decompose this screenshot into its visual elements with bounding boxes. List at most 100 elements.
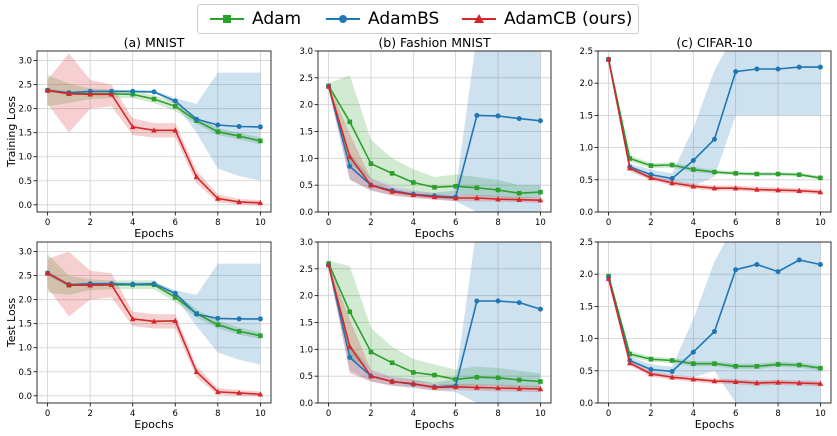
- ytick-label-4: 2.0: [18, 296, 32, 306]
- point-adamcb-ours-5: [151, 127, 157, 133]
- point-adambs-9: [236, 316, 242, 322]
- point-adam-4: [130, 91, 136, 97]
- x-axis-label: Epochs: [134, 227, 174, 240]
- ytick-label-0: 0.0: [579, 399, 593, 409]
- point-adam-9: [516, 377, 522, 383]
- point-adamcb-ours-6: [732, 378, 739, 384]
- legend-label-adam: Adam: [252, 9, 302, 29]
- point-adamcb-ours-4: [129, 123, 136, 130]
- point-adambs-10: [537, 306, 543, 312]
- point-adamcb-ours-6: [452, 195, 459, 201]
- point-adam-5: [712, 361, 717, 367]
- point-adam-5: [432, 185, 437, 190]
- point-adamcb-ours-5: [431, 384, 438, 390]
- point-adambs-4: [130, 88, 136, 94]
- point-adam-8: [495, 375, 501, 381]
- point-adam-9: [236, 133, 242, 139]
- ytick-label-4: 2.0: [299, 292, 313, 302]
- point-adam-1: [627, 351, 633, 357]
- xtick-label-2: 2: [368, 409, 373, 419]
- point-adambs-6: [733, 69, 739, 75]
- point-adambs-10: [257, 124, 263, 130]
- point-adambs-8: [775, 66, 781, 72]
- point-adambs-9: [516, 116, 522, 122]
- y-axis-label: Test Loss: [5, 298, 18, 349]
- legend: Adam AdamBS AdamCB (ours): [197, 4, 639, 34]
- xtick-label-8: 8: [775, 218, 780, 228]
- legend-item-adamcb: AdamCB (ours): [462, 5, 632, 33]
- point-adamcb-ours-3: [669, 180, 675, 186]
- point-adam-3: [389, 171, 395, 176]
- ytick-label-5: 2.5: [18, 81, 32, 91]
- panel-title: (a) MNIST: [124, 35, 185, 50]
- point-adamcb-ours-0: [325, 83, 332, 89]
- ytick-label-2: 1.0: [579, 144, 593, 154]
- point-adamcb-ours-7: [754, 186, 760, 192]
- ytick-label-3: 1.5: [299, 128, 313, 138]
- point-adambs-7: [474, 112, 480, 118]
- point-adamcb-ours-10: [537, 386, 544, 392]
- point-adambs-9: [236, 123, 242, 129]
- point-adamcb-ours-7: [754, 380, 760, 386]
- point-adambs-4: [130, 281, 136, 287]
- panel-4: 0 2 4 6 8 10 0.0 0.5 1.0 1.5 2.0 2.5 3.0 Epochs Test L…: [5, 241, 272, 431]
- point-adamcb-ours-7: [474, 384, 480, 390]
- point-adambs-2: [648, 172, 654, 178]
- xtick-label-4: 4: [691, 409, 696, 419]
- point-adambs-6: [733, 267, 739, 273]
- band-adamcb-ours: [47, 251, 261, 397]
- ytick-label-3: 1.5: [579, 302, 593, 312]
- point-adam-1: [627, 156, 633, 161]
- point-adamcb-ours-10: [817, 380, 824, 386]
- xtick-label-0: 0: [326, 409, 331, 419]
- xtick-label-10: 10: [535, 409, 546, 419]
- point-adamcb-ours-9: [796, 380, 803, 386]
- point-adamcb-ours-5: [431, 193, 438, 200]
- point-adambs-1: [347, 354, 353, 360]
- point-adamcb-ours-8: [775, 187, 781, 193]
- point-adamcb-ours-0: [605, 275, 612, 281]
- axes-frame: [36, 241, 272, 404]
- point-adam-7: [474, 185, 480, 191]
- point-adambs-6: [172, 290, 178, 296]
- point-adam-1: [347, 309, 353, 315]
- point-adambs-7: [754, 262, 760, 268]
- ytick-label-0: 0.0: [299, 399, 313, 409]
- xtick-label-2: 2: [368, 218, 373, 228]
- point-adam-8: [495, 187, 501, 193]
- point-adamcb-ours-4: [129, 315, 136, 322]
- point-adamcb-ours-9: [236, 198, 242, 205]
- panel-6: 0 2 4 6 8 10 0.0 0.5 1.0 1.5 2.0 2.5 Epochs: [579, 238, 832, 431]
- point-adambs-4: [690, 349, 696, 355]
- point-adam-6: [453, 377, 458, 382]
- xtick-label-2: 2: [648, 409, 653, 419]
- point-adamcb-ours-4: [690, 183, 697, 189]
- xtick-label-6: 6: [453, 409, 458, 419]
- point-adam-10: [538, 189, 543, 195]
- xtick-label-8: 8: [215, 218, 220, 228]
- point-adambs-10: [817, 262, 823, 268]
- point-adamcb-ours-2: [648, 174, 654, 181]
- point-adamcb-ours-3: [389, 378, 395, 384]
- xtick-label-0: 0: [45, 218, 50, 228]
- point-adamcb-ours-4: [690, 376, 697, 382]
- point-adamcb-ours-8: [495, 384, 501, 391]
- point-adambs-8: [495, 113, 501, 119]
- xtick-label-10: 10: [255, 409, 266, 419]
- point-adamcb-ours-8: [215, 388, 221, 395]
- point-adam-6: [733, 363, 738, 369]
- point-adambs-4: [690, 157, 696, 163]
- point-adamcb-ours-0: [605, 56, 612, 62]
- point-adam-5: [712, 169, 717, 175]
- point-adam-2: [368, 349, 374, 355]
- plot-area: [605, 51, 824, 195]
- panel-2: 0 2 4 6 8 10 0.0 0.5 1.0 1.5 2.0 2.5 3.0 (b) Fashion …: [299, 35, 552, 240]
- point-adambs-1: [347, 163, 353, 169]
- point-adam-8: [215, 129, 221, 135]
- point-adamcb-ours-10: [257, 391, 264, 397]
- point-adamcb-ours-9: [236, 389, 242, 396]
- x-axis-label: Epochs: [695, 418, 735, 431]
- point-adamcb-ours-1: [626, 165, 633, 171]
- ytick-label-2: 1.0: [18, 344, 32, 354]
